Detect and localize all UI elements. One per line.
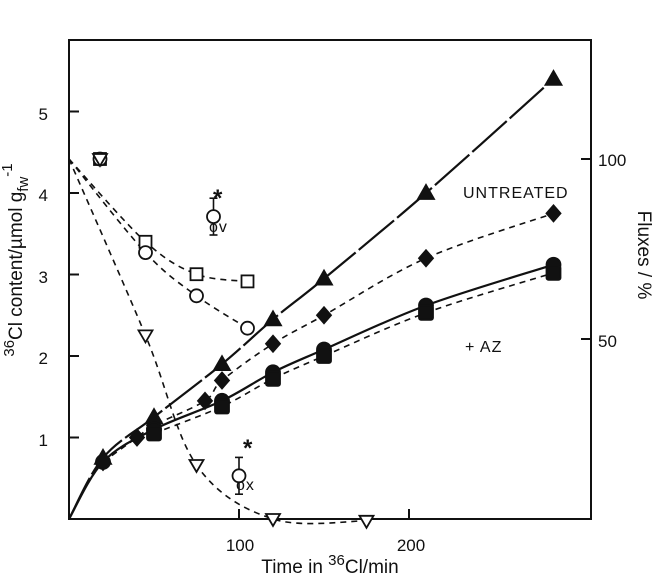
x-tick-label-100: 100 [226,536,254,555]
series-3-point-4 [418,304,434,321]
series-5-line [68,158,248,329]
series-1-point-5 [264,334,282,354]
series-6-point-2 [187,459,206,474]
series-1-point-1 [128,428,146,447]
series-0-point-3 [263,309,283,327]
series-6-point-1 [136,329,155,345]
series-lines [68,78,555,525]
phi-ox-subscript: ox [236,477,255,494]
phi-symbol-0 [206,209,221,225]
plot-frame [68,39,592,520]
series-3-point-5 [545,264,562,281]
series-1-point-4 [213,371,231,390]
series-3-point-3 [316,348,332,364]
axis-ticks [69,110,591,519]
y-right-tick-label-50: 50 [598,332,617,351]
series-1-point-6 [315,305,333,325]
series-0-point-6 [543,69,564,86]
series-3-point-2 [265,370,281,387]
phi-ox-star: * [243,435,253,462]
phi-ov-subscript: ov [209,219,228,236]
phi-symbol-1 [231,468,247,484]
y-left-axis-title: 36Cl content/µmol gfw-1 [0,163,32,356]
x-tick-label-200: 200 [397,536,425,555]
plot-border [68,39,592,520]
series-4-point-2 [189,267,204,282]
series-2-point-0 [95,454,111,470]
series-6-point-0 [91,153,109,168]
series-5-point-1 [138,245,153,261]
series-6-point-4 [357,514,376,530]
phi-ov-star: * [213,185,223,212]
series-6-point-3 [264,513,282,528]
az-label: + AZ [465,339,502,356]
y-right-axis-title: Fluxes / % [633,211,654,300]
y-left-tick-label-1: 1 [39,431,48,450]
series-3-point-0 [146,425,162,442]
series-4-point-3 [240,274,255,289]
series-1-point-8 [545,204,562,223]
series-0-point-4 [314,268,334,286]
series-5-point-3 [240,320,255,336]
series-1-line [102,212,554,463]
untreated-label: UNTREATED [463,185,569,202]
series-1-point-7 [417,248,435,268]
series-0-point-5 [416,183,436,200]
series-markers [91,69,564,530]
y-left-tick-label-2: 2 [39,349,48,368]
y-left-tick-label-4: 4 [39,186,48,205]
y-left-tick-label-5: 5 [39,105,48,124]
series-6-line [68,158,367,525]
y-right-tick-label-100: 100 [598,151,626,170]
series-4-line [68,158,248,283]
series-5-point-2 [189,288,204,304]
series-0-point-2 [212,354,232,372]
x-axis-title: Time in 36Cl/min [261,552,398,576]
y-left-tick-label-3: 3 [39,268,48,287]
series-0-line [68,78,555,520]
series-2-line [68,263,554,520]
series-3-point-1 [214,398,230,415]
series-1-point-3 [196,391,214,411]
